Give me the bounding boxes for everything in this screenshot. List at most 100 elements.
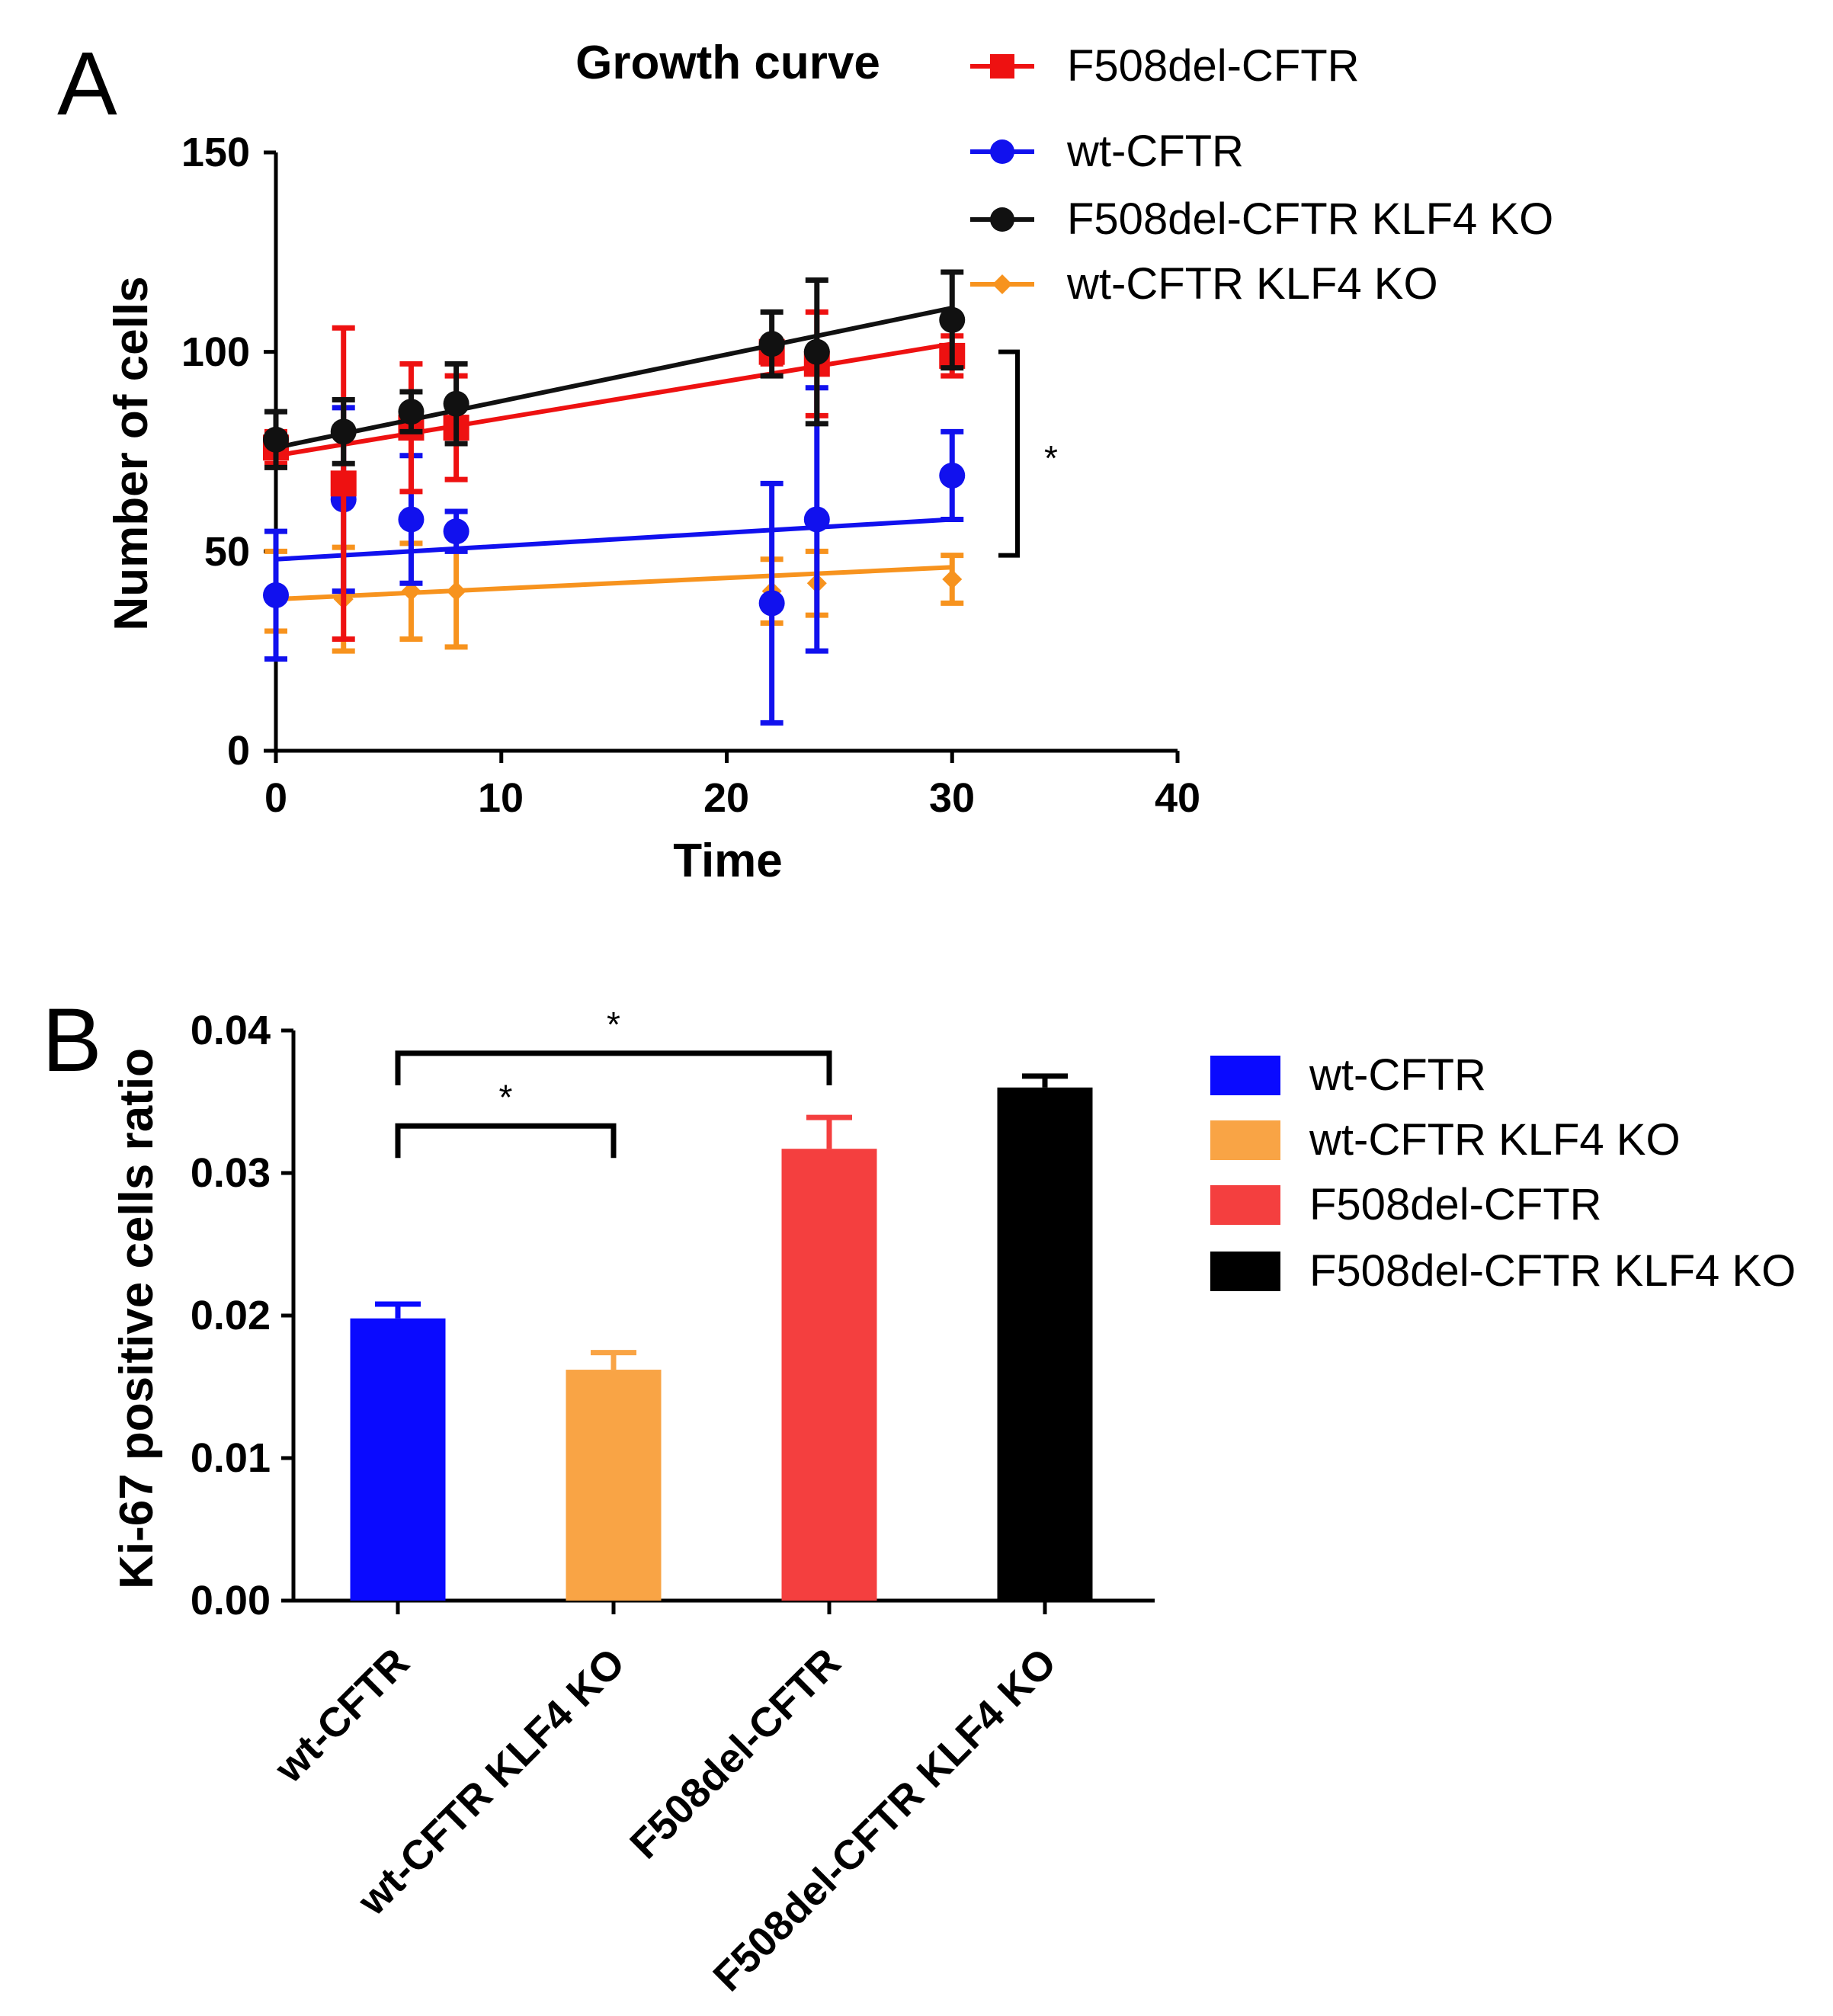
y-tick-label: 0.01 — [191, 1435, 271, 1481]
legend-swatch — [970, 139, 1034, 164]
bar — [997, 1087, 1093, 1601]
x-axis-title: Time — [673, 835, 783, 887]
bar — [566, 1370, 662, 1601]
significance-bracket: * — [998, 349, 1058, 558]
data-point — [803, 506, 830, 533]
significance-star: * — [1044, 438, 1058, 478]
legend-item-wt-cftr-klf4-ko: wt-CFTR KLF4 KO — [970, 259, 1438, 309]
y-tick-label: 0.02 — [191, 1293, 271, 1338]
fit-line — [275, 565, 953, 602]
data-point — [330, 418, 357, 445]
chart-title: Growth curve — [575, 37, 880, 89]
data-point — [942, 569, 963, 589]
y-axis-title: Number of cells — [105, 276, 158, 630]
data-point — [263, 582, 289, 608]
growth-curve-panel: A Growth curve 0 50 100 150 0 10 20 30 4… — [57, 34, 1553, 887]
fit-line — [275, 306, 953, 450]
legend-label: wt-CFTR — [1066, 127, 1244, 176]
significance-brackets: ** — [395, 1005, 832, 1159]
y-tick-label: 50 — [204, 529, 250, 575]
legend-swatch — [1210, 1252, 1280, 1291]
legend-swatch — [970, 54, 1034, 79]
x-tick-label: 20 — [703, 775, 749, 821]
significance-bracket-line — [998, 349, 1020, 558]
y-tick-label: 100 — [181, 329, 250, 375]
plot-area — [263, 269, 966, 726]
y-tick-label: 0.04 — [191, 1008, 271, 1053]
series-f508del-cftr-klf4-ko — [263, 269, 966, 470]
x-tick-label: F508del-CFTR — [621, 1639, 849, 1867]
bar — [781, 1149, 877, 1601]
data-point — [398, 506, 425, 533]
panel-label-b: B — [42, 990, 102, 1091]
legend: F508del-CFTR wt-CFTR F508del-CFTR KLF4 K… — [970, 41, 1553, 309]
legend-label: wt-CFTR KLF4 KO — [1066, 259, 1438, 309]
legend-swatch — [1210, 1120, 1280, 1160]
y-tick-label: 0 — [227, 728, 250, 774]
legend-label: wt-CFTR KLF4 KO — [1309, 1115, 1681, 1165]
bar — [350, 1318, 446, 1601]
fit-line — [275, 341, 953, 458]
legend-marker — [990, 139, 1014, 164]
y-tick-labels: 0 50 100 150 — [181, 130, 250, 774]
legend-item-f508del-cftr-klf4-ko: F508del-CFTR KLF4 KO — [1210, 1246, 1796, 1296]
legend-swatch — [1210, 1185, 1280, 1225]
bar-f508del-cftr-klf4-ko — [997, 1073, 1093, 1601]
data-point — [443, 390, 469, 417]
data-point — [758, 590, 785, 617]
y-tick-labels: 0.00 0.01 0.02 0.03 0.04 — [191, 1008, 271, 1623]
significance-star: * — [499, 1077, 513, 1117]
bar-f508del-cftr — [781, 1114, 877, 1601]
legend-item-f508del-cftr: F508del-CFTR — [1210, 1180, 1602, 1229]
x-tick-label: 30 — [929, 775, 975, 821]
significance-bracket-line — [395, 1123, 617, 1159]
tick-marks — [281, 1028, 1047, 1614]
legend-marker — [990, 207, 1014, 232]
y-axis-title: Ki-67 positive cells ratio — [111, 1048, 163, 1589]
legend-item-wt-cftr: wt-CFTR — [1210, 1050, 1486, 1100]
y-tick-label: 150 — [181, 130, 250, 175]
legend-label: wt-CFTR — [1309, 1050, 1486, 1100]
x-tick-label: 10 — [478, 775, 524, 821]
data-point — [758, 331, 785, 357]
legend-swatch — [970, 207, 1034, 232]
y-tick-label: 0.03 — [191, 1150, 271, 1196]
y-tick-label: 0.00 — [191, 1578, 271, 1623]
significance-bracket: * — [395, 1077, 617, 1159]
data-point — [803, 338, 830, 365]
x-tick-labels: 0 10 20 30 40 — [264, 775, 1200, 821]
legend-item-wt-cftr: wt-CFTR — [970, 127, 1244, 176]
significance-bracket: * — [395, 1005, 832, 1085]
ki67-bar-panel: B 0.00 0.01 0.02 0.03 0.04 wt-CFTR wt-CF… — [42, 990, 1796, 2000]
data-point — [263, 426, 289, 453]
fit-line — [275, 517, 953, 562]
significance-bracket-line — [395, 1050, 832, 1085]
bar-wt-cftr-klf4-ko — [566, 1350, 662, 1601]
legend-item-wt-cftr-klf4-ko: wt-CFTR KLF4 KO — [1210, 1115, 1681, 1165]
legend: wt-CFTR wt-CFTR KLF4 KO F508del-CFTR F50… — [1210, 1050, 1796, 1296]
legend-item-f508del-cftr: F508del-CFTR — [970, 41, 1360, 91]
legend-swatch — [1210, 1056, 1280, 1095]
legend-swatch — [970, 274, 1034, 294]
legend-item-f508del-cftr-klf4-ko: F508del-CFTR KLF4 KO — [970, 194, 1553, 244]
legend-marker — [992, 274, 1012, 294]
data-point — [330, 470, 357, 497]
x-tick-labels: wt-CFTR wt-CFTR KLF4 KO F508del-CFTR F50… — [265, 1639, 1065, 2000]
data-point — [401, 581, 421, 601]
legend-label: F508del-CFTR — [1067, 41, 1360, 91]
data-point — [939, 462, 966, 489]
bar-wt-cftr — [350, 1301, 446, 1601]
legend-label: F508del-CFTR KLF4 KO — [1309, 1246, 1796, 1296]
series-f508del-cftr — [263, 309, 966, 642]
data-point — [939, 306, 966, 333]
legend-label: F508del-CFTR KLF4 KO — [1067, 194, 1553, 244]
significance-star: * — [607, 1005, 620, 1044]
x-tick-label: wt-CFTR — [265, 1639, 418, 1792]
data-point — [446, 581, 466, 601]
legend-label: F508del-CFTR — [1309, 1180, 1602, 1229]
data-point — [443, 518, 469, 545]
x-tick-label: 40 — [1155, 775, 1200, 821]
panel-label-a: A — [57, 34, 117, 134]
legend-marker — [990, 54, 1014, 79]
